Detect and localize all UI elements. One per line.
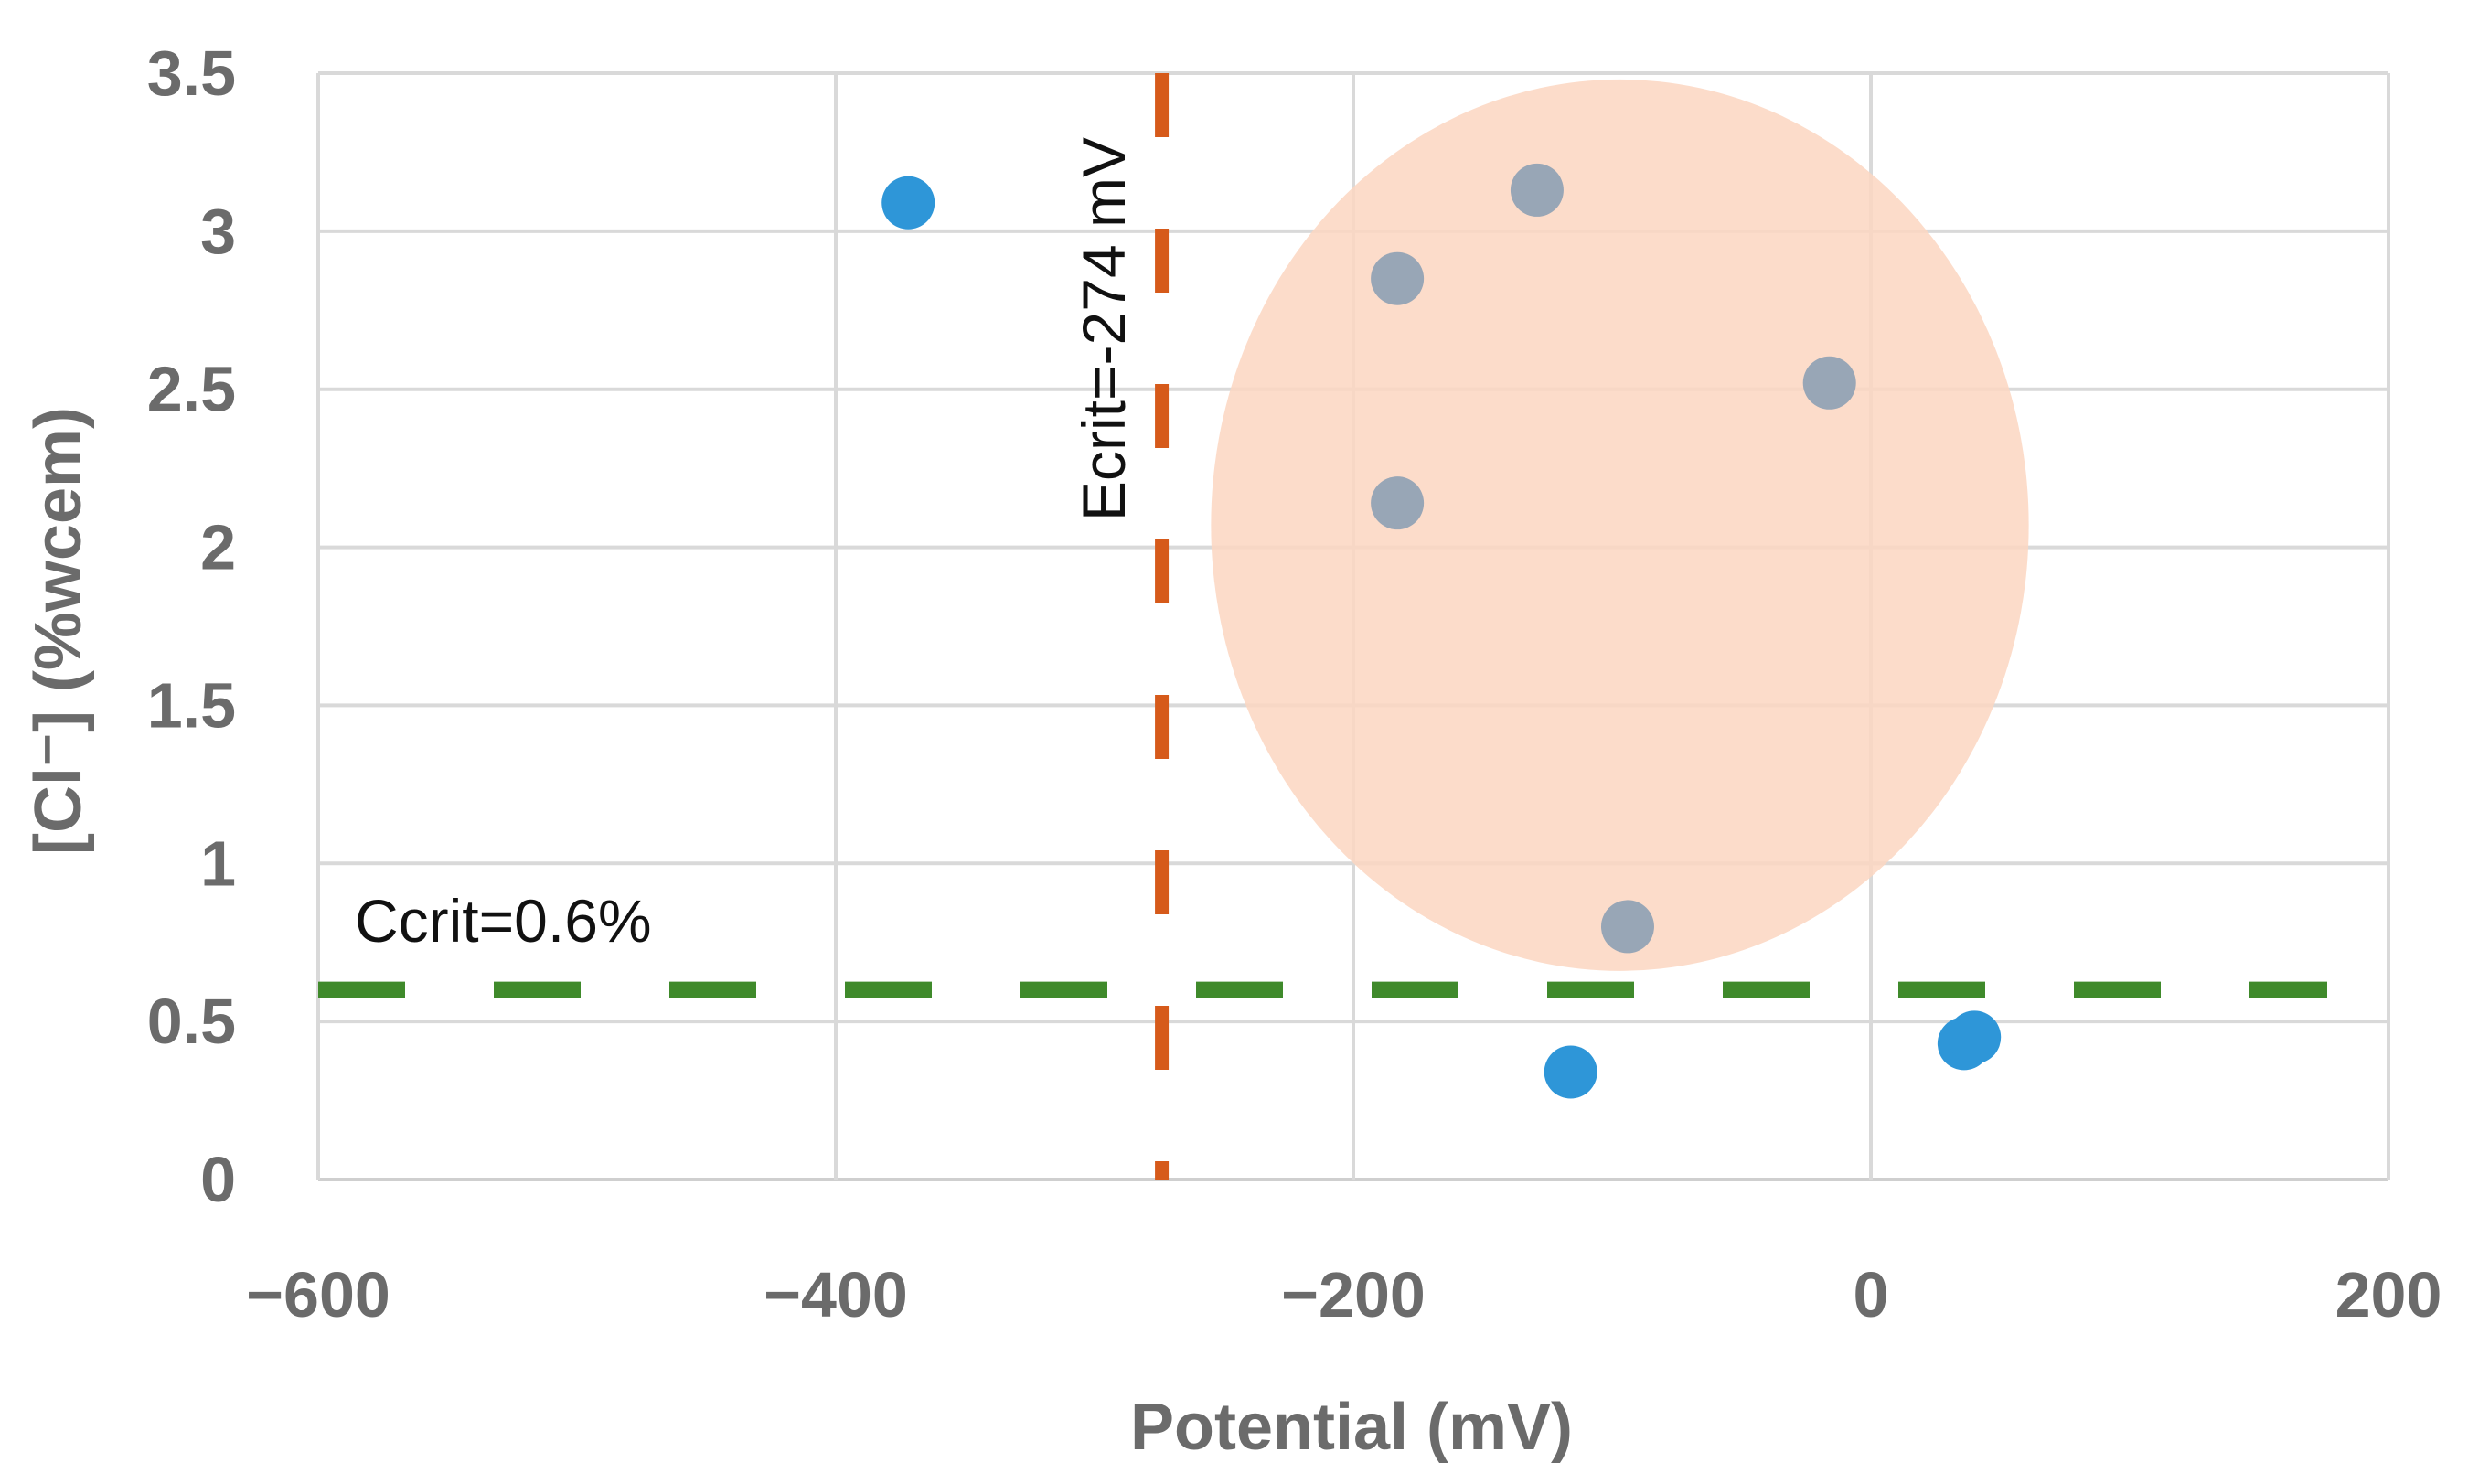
grey-data-point [1371,476,1425,530]
ccrit-label: Ccrit=0.6% [355,887,652,955]
y-tick-label: 2 [200,512,236,583]
x-tick-label: 0 [1854,1259,1889,1330]
grey-data-point [1802,356,1856,410]
grey-data-point [1600,900,1654,954]
x-tick-label: 200 [2335,1259,2442,1330]
grey-data-point [1510,163,1564,217]
highlight-region-layer [1211,79,2029,971]
y-tick-label: 0 [200,1144,236,1215]
y-tick-label: 1.5 [147,669,236,741]
ecrit-label: Ecrit=-274 mV [1070,137,1138,521]
highlight-region [1211,79,2029,971]
y-tick-label: 2.5 [147,354,236,425]
grey-data-point [1371,251,1425,305]
y-tick-label: 3.5 [147,37,236,109]
y-tick-label: 0.5 [147,986,236,1057]
y-axis-title: [Cl⁻] (%wcem) [22,407,95,855]
x-tick-label: −600 [246,1259,390,1330]
x-tick-label: −200 [1281,1259,1426,1330]
y-tick-label: 3 [200,196,236,267]
blue-data-point [1544,1045,1597,1099]
reference-lines [318,73,2327,1180]
blue-data-point [1948,1010,2002,1064]
data-points [881,163,2002,1099]
blue-data-point [881,176,935,230]
y-tick-label: 1 [200,827,236,899]
x-tick-label: −400 [764,1259,908,1330]
tick-labels: 0 0.5 1 1.5 2 2.5 3 3.5 −600 −400 −200 0 200 [147,37,2442,1330]
x-axis-title: Potential (mV) [1130,1391,1573,1464]
